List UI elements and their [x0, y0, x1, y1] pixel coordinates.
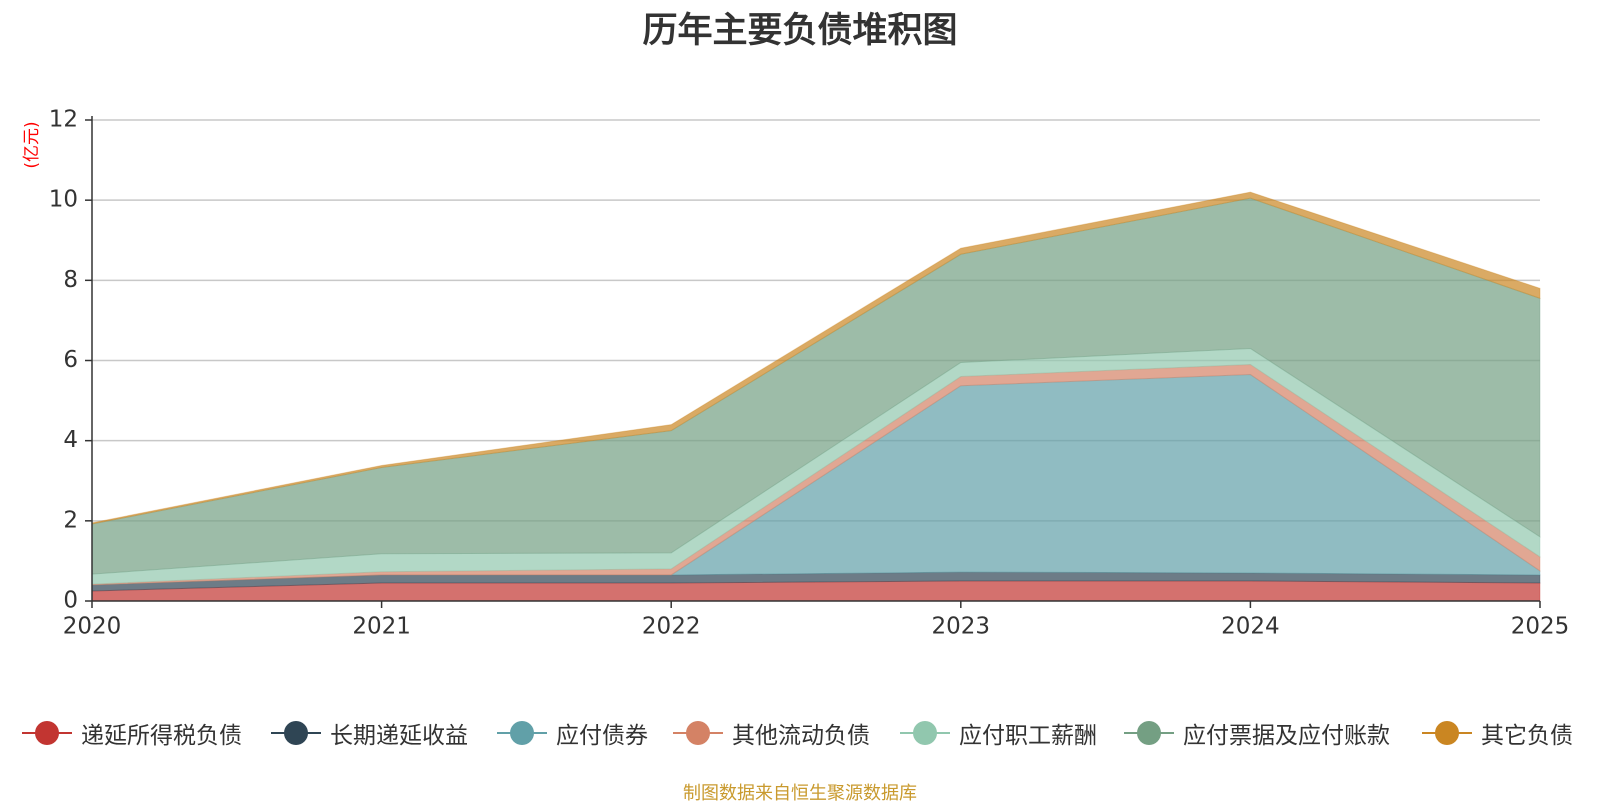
legend-marker-icon [673, 718, 723, 748]
y-tick-label: 4 [63, 427, 78, 453]
y-tick-label: 6 [63, 347, 78, 373]
x-tick-label: 2021 [352, 614, 411, 640]
legend-label: 长期递延收益 [330, 723, 468, 749]
area-series-1[interactable] [91, 571, 1541, 592]
y-tick-label: 8 [63, 267, 78, 293]
y-axis-label: (亿元) [22, 121, 42, 168]
legend-marker-icon [22, 718, 72, 748]
legend-label: 其它负债 [1481, 723, 1573, 749]
legend-marker-icon [271, 718, 321, 748]
x-tick-label: 2020 [63, 614, 122, 640]
y-tick-label: 10 [49, 187, 78, 213]
legend-item-5[interactable]: 应付票据及应付账款 [1124, 718, 1390, 749]
legend-item-0[interactable]: 递延所得税负债 [22, 718, 242, 749]
area-series-6[interactable] [91, 191, 1541, 525]
axes: 0 2 4 6 8 10 12 2020 2021 2022 2023 2024 2025 [49, 107, 1570, 640]
legend-item-4[interactable]: 应付职工薪酬 [900, 718, 1097, 749]
y-tick-label: 12 [49, 107, 78, 133]
x-tick-label: 2025 [1511, 614, 1570, 640]
legend-label: 应付职工薪酬 [959, 723, 1097, 749]
legend-marker-icon [497, 718, 547, 748]
y-tick-label: 0 [63, 588, 78, 614]
x-tick-label: 2024 [1221, 614, 1280, 640]
legend-item-1[interactable]: 长期递延收益 [271, 718, 468, 749]
legend-marker-icon [1422, 718, 1472, 748]
y-tick-label: 2 [63, 507, 78, 533]
legend-label: 其他流动负债 [732, 723, 870, 749]
legend-label: 应付票据及应付账款 [1183, 723, 1390, 749]
legend-item-6[interactable]: 其它负债 [1422, 718, 1573, 749]
legend-marker-icon [900, 718, 950, 748]
chart-title: 历年主要负债堆积图 [642, 11, 958, 51]
area-series-5[interactable] [91, 197, 1541, 575]
legend-label: 递延所得税负债 [81, 723, 242, 749]
area-series-layer [91, 191, 1541, 602]
data-source-note: 制图数据来自恒生聚源数据库 [683, 783, 917, 804]
x-tick-label: 2022 [642, 614, 701, 640]
legend-item-2[interactable]: 应付债券 [497, 718, 648, 749]
legend-item-3[interactable]: 其他流动负债 [673, 718, 870, 749]
legend-marker-icon [1124, 718, 1174, 748]
legend-label: 应付债券 [556, 723, 648, 749]
x-tick-label: 2023 [932, 614, 991, 640]
area-series-2[interactable] [91, 374, 1541, 586]
